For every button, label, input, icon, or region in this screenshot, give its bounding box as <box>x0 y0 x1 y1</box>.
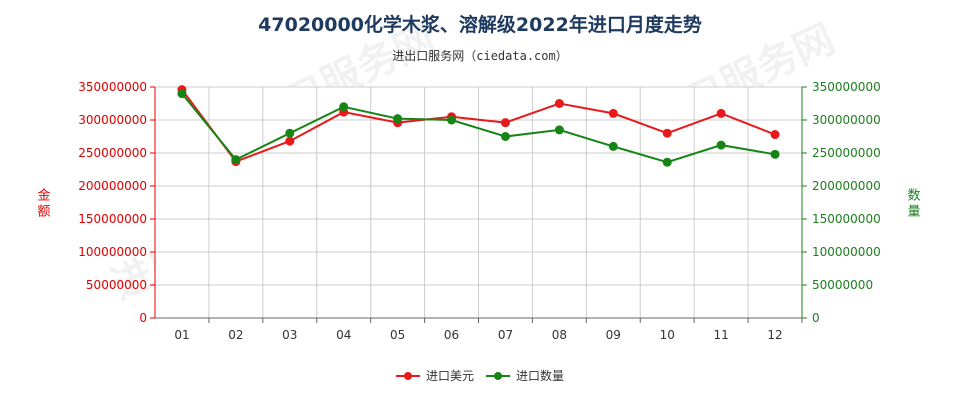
series-1-point <box>608 108 618 118</box>
x-tick-label: 12 <box>767 328 782 342</box>
y-right-tick-label: 0 <box>812 311 820 325</box>
x-tick-label: 08 <box>552 328 567 342</box>
y-right-tick-label: 150000000 <box>812 212 881 226</box>
x-tick-label: 04 <box>336 328 351 342</box>
y-right-tick-label: 300000000 <box>812 113 881 127</box>
x-tick-label: 07 <box>498 328 513 342</box>
y-left-tick-label: 350000000 <box>78 80 147 94</box>
series-line-2 <box>181 92 776 164</box>
legend-label: 进口数量 <box>516 368 564 383</box>
legend-marker <box>494 372 502 380</box>
y-right-tick-label: 100000000 <box>812 245 881 259</box>
series-2-point <box>500 132 510 141</box>
y-left-tick-label: 250000000 <box>78 146 147 160</box>
series-2-point <box>716 140 726 150</box>
y-right-tick-label: 50000000 <box>812 278 873 292</box>
legend-label: 进口美元 <box>426 369 474 383</box>
series-2-point <box>339 102 349 112</box>
series-2-point <box>285 128 295 138</box>
series-2-point <box>393 114 403 124</box>
series-1-point <box>716 108 726 118</box>
series-1-point <box>770 130 780 140</box>
series-1-point <box>662 128 672 138</box>
x-tick-label: 11 <box>713 328 728 342</box>
x-tick-label: 09 <box>606 328 621 342</box>
x-tick-label: 01 <box>174 328 189 342</box>
series-2-point <box>662 157 672 167</box>
y-left-tick-label: 150000000 <box>78 212 147 226</box>
series-2-point <box>447 115 457 125</box>
y-left-tick-label: 0 <box>139 311 147 325</box>
y-left-tick-label: 200000000 <box>78 179 147 193</box>
chart-subtitle: 进出口服务网（ciedata.com） <box>392 49 568 63</box>
x-tick-label: 10 <box>660 328 675 342</box>
series-1-point <box>285 136 295 146</box>
x-tick-label: 05 <box>390 328 405 342</box>
y-left-tick-label: 50000000 <box>86 278 147 292</box>
x-tick-label: 02 <box>228 328 243 342</box>
y-right-tick-label: 250000000 <box>812 146 881 160</box>
y-left-axis-title: 金额 <box>37 188 50 220</box>
y-right-tick-label: 350000000 <box>812 80 881 94</box>
y-left-tick-label: 300000000 <box>78 113 147 127</box>
legend-item-2: 进口数量 <box>486 368 564 383</box>
series-2-point <box>770 149 780 159</box>
chart-title: 47020000化学木浆、溶解级2022年进口月度走势 <box>258 14 702 36</box>
series-2-point <box>177 89 187 99</box>
legend-item-1: 进口美元 <box>396 369 474 383</box>
y-right-axis-title: 数量 <box>907 189 920 220</box>
series-2-point <box>608 141 618 151</box>
series-1-point <box>554 99 564 108</box>
legend-marker <box>404 372 412 380</box>
x-tick-label: 03 <box>282 328 297 342</box>
y-left-tick-label: 100000000 <box>78 245 147 259</box>
x-tick-label: 06 <box>444 328 459 342</box>
series-2-point <box>554 125 564 135</box>
series-2-point <box>231 155 241 165</box>
series-line-1 <box>181 89 776 163</box>
series-1-point <box>500 118 510 128</box>
y-right-tick-label: 200000000 <box>812 179 881 193</box>
